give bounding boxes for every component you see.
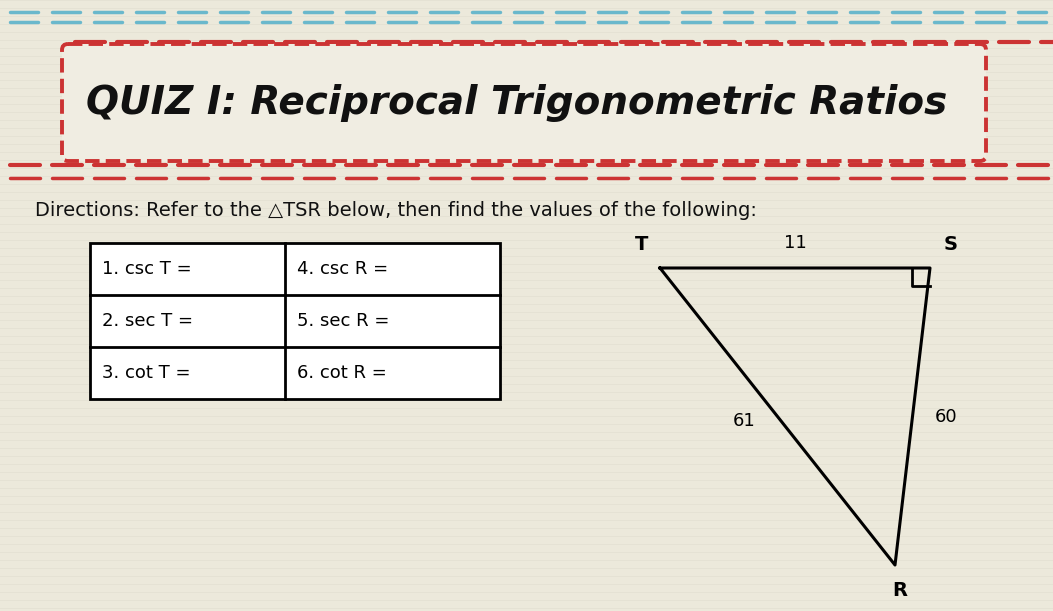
Bar [90, 243, 500, 399]
Text: 61: 61 [733, 412, 755, 431]
Bar [90, 243, 500, 399]
Text: 6. cot R =: 6. cot R = [297, 364, 386, 382]
Text: 2. sec T =: 2. sec T = [102, 312, 193, 330]
Text: 5. sec R =: 5. sec R = [297, 312, 390, 330]
Text: Directions: Refer to the △TSR below, then find the values of the following:: Directions: Refer to the △TSR below, the… [35, 200, 757, 219]
Text: T: T [635, 235, 648, 254]
Text: QUIZ I: Reciprocal Trigonometric Ratios: QUIZ I: Reciprocal Trigonometric Ratios [86, 84, 948, 122]
Text: S: S [943, 235, 958, 254]
FancyBboxPatch shape [62, 44, 986, 161]
Text: R: R [893, 581, 908, 600]
Text: 3. cot T =: 3. cot T = [102, 364, 191, 382]
Text: 4. csc R =: 4. csc R = [297, 260, 389, 278]
Text: 1. csc T =: 1. csc T = [102, 260, 192, 278]
Text: 60: 60 [934, 408, 957, 425]
Text: 11: 11 [783, 234, 807, 252]
